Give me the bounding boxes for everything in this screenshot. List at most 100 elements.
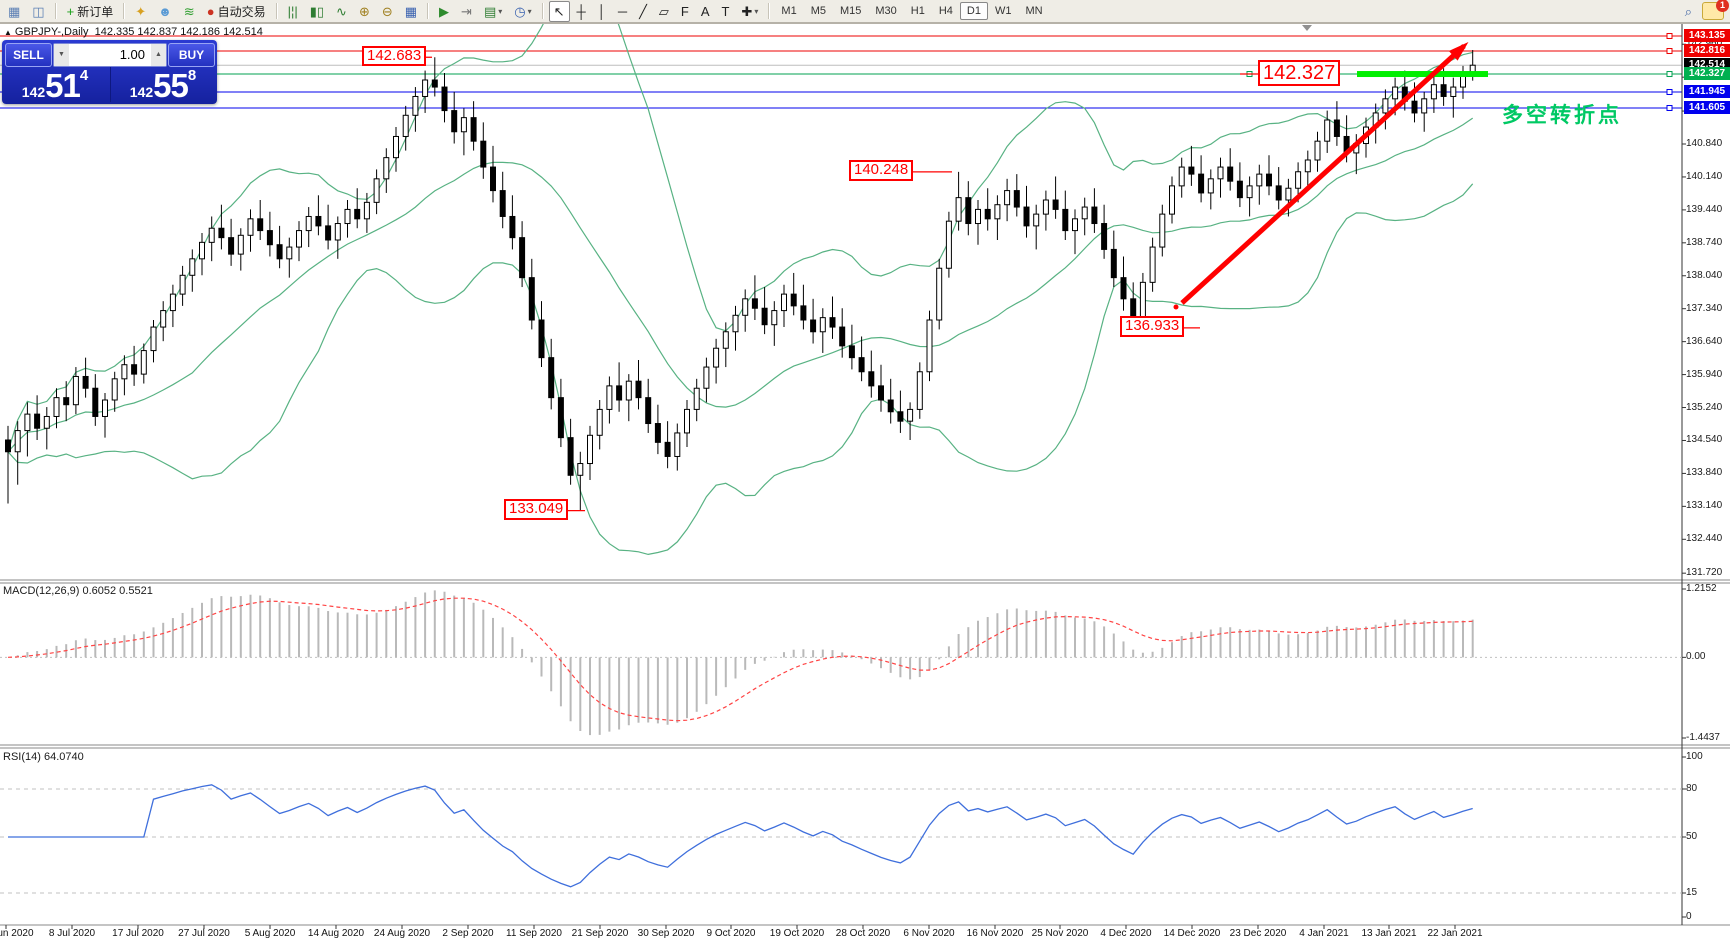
sell-price-display[interactable]: 142514 bbox=[21, 67, 89, 104]
chevron-down-icon[interactable]: ▾ bbox=[498, 6, 503, 16]
chevron-down-icon[interactable]: ▾ bbox=[527, 6, 532, 16]
volume-increase-button[interactable]: ▲ bbox=[151, 44, 166, 66]
signal-icon[interactable]: ≋ bbox=[179, 1, 200, 22]
price-annotation-142.327[interactable]: 142.327 bbox=[1258, 60, 1341, 87]
new-order-button-label: 新订单 bbox=[77, 4, 114, 19]
new-order-button-icon: + bbox=[66, 3, 75, 19]
date-tick: 11 Sep 2020 bbox=[506, 928, 562, 939]
price-annotation-136.933[interactable]: 136.933 bbox=[1120, 316, 1185, 337]
price-tick: 140.140 bbox=[1686, 170, 1723, 182]
candlestick-chart-icon[interactable]: ▮▯ bbox=[305, 1, 329, 22]
line-chart-icon[interactable]: ∿ bbox=[331, 1, 352, 22]
chart-shift-icon: ⇥ bbox=[461, 3, 472, 19]
sell-button[interactable]: SELL bbox=[5, 43, 52, 67]
data-window-icon[interactable]: ◫ bbox=[27, 1, 49, 22]
tile-windows-icon: ▦ bbox=[404, 3, 418, 19]
date-tick: 22 Jan 2021 bbox=[1427, 928, 1483, 939]
timeframe-h4-button[interactable]: H4 bbox=[938, 5, 953, 17]
buy-button[interactable]: BUY bbox=[168, 43, 215, 67]
date-tick: 28 Oct 2020 bbox=[835, 928, 891, 939]
price-tick: 137.340 bbox=[1686, 302, 1723, 314]
timeframe-m5-button[interactable]: M5 bbox=[810, 5, 826, 17]
chat-notifications-icon[interactable]: 1 bbox=[1702, 0, 1729, 20]
search-button[interactable]: ⌕ bbox=[1680, 1, 1697, 22]
volume-decrease-button[interactable]: ▼ bbox=[54, 44, 69, 66]
toolbar-separator bbox=[123, 3, 126, 19]
line-chart-icon: ∿ bbox=[336, 3, 347, 19]
chart-shift-icon[interactable]: ⇥ bbox=[456, 1, 477, 22]
fibonacci-tool[interactable]: F bbox=[676, 1, 694, 22]
zoom-in-icon[interactable]: ⊕ bbox=[354, 1, 375, 22]
rsi-axis-80: 80 bbox=[1686, 783, 1698, 794]
volume-input[interactable]: 1.00 bbox=[119, 47, 145, 62]
chart-window-icon[interactable]: ▦ bbox=[3, 1, 25, 22]
arrows-tool[interactable]: ✚ ▾ bbox=[737, 1, 764, 22]
bar-chart-icon: |¦| bbox=[287, 3, 298, 19]
date-tick: 24 Aug 2020 bbox=[373, 928, 431, 939]
megaphone-icon[interactable]: ✦ bbox=[130, 1, 151, 22]
vertical-line-tool[interactable]: │ bbox=[593, 1, 611, 22]
bar-chart-icon[interactable]: |¦| bbox=[283, 1, 303, 22]
templates-button[interactable]: ◷ ▾ bbox=[509, 1, 536, 22]
timeframe-mn-button[interactable]: MN bbox=[1025, 5, 1043, 17]
price-badge-142.327: 142.327 bbox=[1684, 67, 1730, 81]
megaphone-icon: ✦ bbox=[135, 3, 147, 19]
price-annotation-142.683[interactable]: 142.683 bbox=[362, 45, 427, 67]
toolbar-separator bbox=[541, 3, 544, 19]
timeframe-d1-button[interactable]: D1 bbox=[959, 2, 988, 20]
trendline-tool[interactable]: ╱ bbox=[634, 1, 652, 22]
macd-axis-zero: 0.00 bbox=[1686, 651, 1706, 663]
price-annotation-140.248[interactable]: 140.248 bbox=[849, 160, 914, 181]
buy-price-display[interactable]: 142558 bbox=[110, 67, 215, 104]
rsi-axis-50: 50 bbox=[1686, 831, 1698, 842]
new-chart-button[interactable]: ▤ ▾ bbox=[479, 1, 507, 22]
price-tick: 131.720 bbox=[1686, 567, 1723, 579]
bull-bear-turning-point-note[interactable]: 多空转折点 bbox=[1502, 104, 1622, 127]
new-chart-button-icon: ▤ bbox=[483, 3, 497, 19]
date-tick: 6 Nov 2020 bbox=[903, 928, 955, 939]
date-tick: 14 Aug 2020 bbox=[307, 928, 365, 939]
chevron-down-icon[interactable]: ▾ bbox=[754, 6, 759, 16]
date-tick: 19 Oct 2020 bbox=[769, 928, 825, 939]
date-tick: 30 Sep 2020 bbox=[637, 928, 695, 939]
timeframe-m15-button[interactable]: M15 bbox=[839, 5, 862, 17]
crosshair-tool[interactable]: ┼ bbox=[572, 1, 591, 22]
date-tick: 17 Jul 2020 bbox=[112, 928, 164, 939]
price-annotation-133.049[interactable]: 133.049 bbox=[504, 499, 569, 520]
date-tick: 25 Nov 2020 bbox=[1031, 928, 1089, 939]
rsi-indicator-label: RSI(14) 64.0740 bbox=[3, 751, 84, 763]
timeframe-m30-button[interactable]: M30 bbox=[875, 5, 897, 17]
cursor-tool-icon: ↖ bbox=[553, 3, 565, 19]
timeframe-m1-button[interactable]: M1 bbox=[781, 5, 797, 17]
community-icon[interactable]: ☻ bbox=[153, 1, 177, 22]
text-tool-icon: A bbox=[700, 3, 710, 19]
auto-scroll-icon[interactable]: ▶ bbox=[434, 1, 454, 22]
price-tick: 139.440 bbox=[1686, 203, 1723, 215]
text-tool[interactable]: A bbox=[696, 1, 715, 22]
zoom-in-icon: ⊕ bbox=[358, 3, 370, 19]
horizontal-line-tool[interactable]: ─ bbox=[613, 1, 632, 22]
toolbar-separator bbox=[427, 3, 430, 19]
timeframe-w1-button[interactable]: W1 bbox=[994, 5, 1012, 17]
price-tick: 138.040 bbox=[1686, 269, 1723, 281]
templates-button-icon: ◷ bbox=[514, 3, 526, 19]
timeframe-h1-button[interactable]: H1 bbox=[910, 5, 925, 17]
price-tick: 140.840 bbox=[1686, 138, 1723, 149]
price-badge-143.135: 143.135 bbox=[1684, 29, 1730, 42]
zoom-out-icon[interactable]: ⊖ bbox=[377, 1, 398, 22]
chart-title: ▲ GBPJPY-,Daily 142.335 142.837 142.186 1… bbox=[4, 26, 263, 38]
autotrading-button[interactable]: ● 自动交易 bbox=[202, 1, 271, 22]
channel-tool[interactable]: ▱ bbox=[654, 1, 674, 22]
autotrading-button-label: 自动交易 bbox=[217, 4, 266, 19]
horizontal-line-tool-icon: ─ bbox=[617, 3, 628, 19]
chart-window-icon: ▦ bbox=[8, 3, 21, 19]
new-order-button[interactable]: + 新订单 bbox=[62, 1, 119, 22]
cursor-tool[interactable]: ↖ bbox=[548, 0, 570, 22]
toolbar-separator bbox=[275, 3, 278, 19]
symbol-period: GBPJPY-,Daily bbox=[14, 26, 89, 38]
price-axis: 142.960142.260141.540140.840140.140139.4… bbox=[1684, 0, 1730, 940]
label-tool[interactable]: T bbox=[717, 1, 735, 22]
tile-windows-icon[interactable]: ▦ bbox=[400, 1, 422, 22]
